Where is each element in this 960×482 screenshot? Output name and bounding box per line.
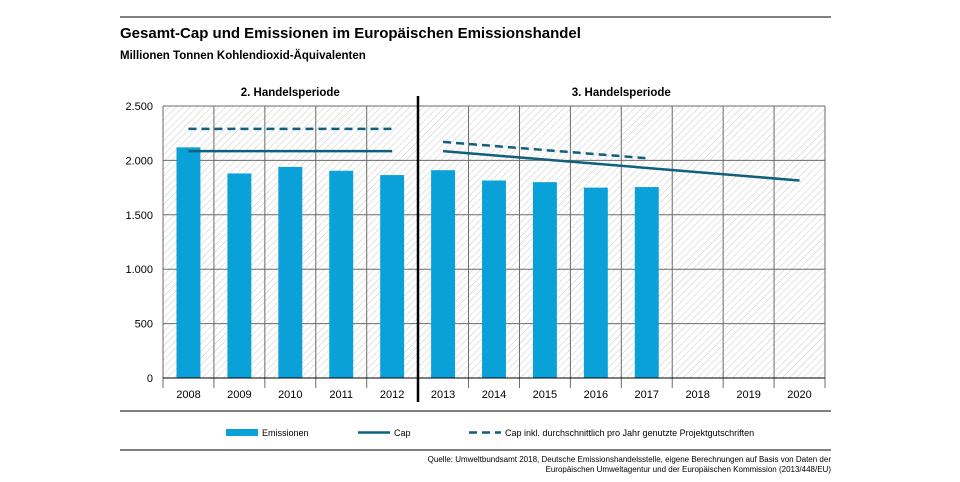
emission-bars [176,147,659,378]
period-labels: 2. Handelsperiode 3. Handelsperiode [241,87,671,99]
x-tick-label: 2015 [533,389,557,401]
source-note-line2: Europäischen Umweltagentur und der Europ… [546,465,832,474]
legend-swatch-emissionen [226,429,258,436]
bar-emissionen-2014 [482,180,506,378]
y-tick-label: 2.500 [125,101,153,113]
y-tick-label: 2.000 [125,155,153,167]
legend: Emissionen Cap Cap inkl. durchschnittlich … [226,428,754,438]
x-tick-label: 2013 [431,389,455,401]
bar-emissionen-2011 [329,170,354,378]
bar-emissionen-2015 [532,182,557,378]
x-tick-label: 2019 [736,389,760,401]
x-tick-label: 2011 [329,389,353,401]
y-tick-label: 1.500 [125,210,153,222]
x-tick-label: 2012 [380,389,404,401]
bar-emissionen-2010 [278,166,303,378]
bar-emissionen-2017 [634,187,659,378]
period-label: 2. Handelsperiode [241,87,340,99]
x-tick-label: 2008 [176,389,200,401]
x-tick-label: 2016 [584,389,608,401]
x-tick-label: 2018 [685,389,709,401]
bar-emissionen-2012 [380,175,405,378]
legend-label: Cap [394,428,411,438]
bar-emissionen-2016 [583,187,608,378]
x-tick-label: 2010 [278,389,302,401]
bar-emissionen-2009 [227,173,252,378]
x-tick-label: 2014 [482,389,506,401]
cap-lines [188,127,800,182]
y-tick-label: 0 [147,373,153,385]
chart-title: Gesamt-Cap und Emissionen im Europäische… [120,25,581,42]
y-tick-labels: 0 500 1.000 1.500 2.000 2.500 [125,101,153,385]
bar-emissionen-2008 [176,147,201,378]
legend-label: Cap inkl. durchschnittlich pro Jahr genu… [505,428,754,438]
y-tick-label: 1.000 [125,264,153,276]
source-note-line1: Quelle: Umweltbundsamt 2018, Deutsche Em… [428,455,832,464]
cap-line [442,149,800,182]
legend-label: Emissionen [262,428,309,438]
x-tick-labels: 2008 2009 2010 2011 2012 2013 2014 2015 2016 2017… [176,389,812,401]
x-tick-label: 2020 [787,389,811,401]
period-label: 3. Handelsperiode [572,87,671,99]
x-tick-label: 2017 [635,389,659,401]
cap-incl-credits-line [442,140,647,160]
chart-subtitle: Millionen Tonnen Kohlendioxid-Äquivalent… [120,49,366,62]
y-tick-label: 500 [135,319,153,331]
bar-emissionen-2013 [431,170,456,378]
x-tick-label: 2009 [227,389,251,401]
